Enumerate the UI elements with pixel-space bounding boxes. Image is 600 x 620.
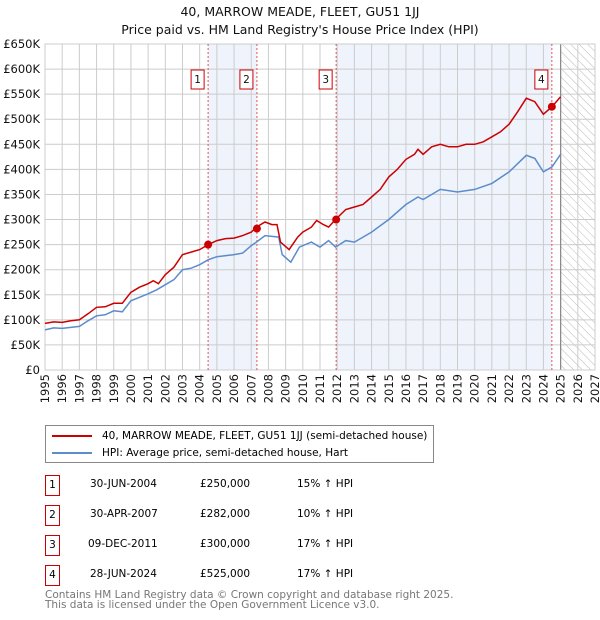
legend-item-property: 40, MARROW MEADE, FLEET, GU51 1JJ (semi-… [52, 430, 427, 442]
x-tick-label: 2010 [296, 374, 310, 403]
x-tick-label: 2005 [210, 374, 224, 403]
transaction-price: £282,000 [200, 508, 251, 520]
x-tick-label: 2021 [485, 374, 499, 403]
legend-swatch-red [52, 435, 92, 437]
legend: 40, MARROW MEADE, FLEET, GU51 1JJ (semi-… [45, 425, 434, 463]
y-tick-label: £100K [3, 313, 40, 327]
sale-point [547, 102, 556, 111]
plot-border [44, 43, 596, 371]
sale-label: 2 [243, 74, 250, 86]
x-tick-label: 2014 [365, 374, 379, 403]
x-tick-label: 2004 [193, 374, 207, 403]
x-tick-label: 2009 [279, 374, 293, 403]
footer-line-1: Contains HM Land Registry data © Crown c… [45, 589, 454, 601]
transaction-row: 3 09-DEC-2011 £300,000 17% ↑ HPI [45, 535, 445, 556]
x-tick-label: 2006 [227, 374, 241, 403]
sale-label-box [239, 69, 254, 90]
transaction-price: £525,000 [200, 568, 251, 580]
transaction-hpi-diff: 17% ↑ HPI [297, 538, 354, 550]
sale-label-box [318, 69, 333, 90]
x-tick-label: 2025 [554, 374, 568, 403]
transaction-date: 28-JUN-2024 [90, 568, 157, 580]
x-tick-label: 2027 [588, 374, 600, 403]
x-tick-label: 2013 [347, 374, 361, 403]
transaction-row: 4 28-JUN-2024 £525,000 17% ↑ HPI [45, 565, 445, 586]
transaction-date: 30-APR-2007 [90, 508, 158, 520]
sale-label-box [190, 69, 205, 90]
sale-label: 3 [322, 74, 329, 86]
y-tick-label: £200K [3, 263, 40, 277]
sale-label-box [534, 69, 549, 90]
x-tick-label: 2017 [416, 374, 430, 403]
x-tick-label: 1999 [107, 374, 121, 403]
y-tick-label: £150K [3, 288, 40, 302]
y-tick-label: £350K [3, 187, 40, 201]
chart-subtitle: Price paid vs. HM Land Registry's House … [121, 22, 479, 37]
y-tick-label: £600K [3, 62, 40, 76]
transaction-date: 09-DEC-2011 [88, 538, 158, 550]
transaction-hpi-diff: 17% ↑ HPI [297, 568, 354, 580]
x-tick-label: 2002 [158, 374, 172, 403]
x-tick-label: 2012 [330, 374, 344, 403]
y-tick-label: £0 [25, 363, 40, 377]
transaction-row: 1 30-JUN-2004 £250,000 15% ↑ HPI [45, 475, 445, 496]
transaction-date: 30-JUN-2004 [90, 478, 157, 490]
y-tick-label: £650K [3, 37, 40, 51]
shaded-period [208, 44, 257, 370]
chart-title: 40, MARROW MEADE, FLEET, GU51 1JJ [180, 4, 420, 19]
sale-label: 4 [538, 74, 545, 86]
transaction-number-badge: 2 [45, 505, 60, 526]
sale-point [332, 215, 341, 224]
legend-label: HPI: Average price, semi-detached house,… [102, 447, 348, 459]
series-line [44, 153, 562, 331]
transaction-number-badge: 4 [45, 565, 60, 586]
sale-label: 1 [194, 74, 201, 86]
shaded-period [336, 44, 552, 370]
x-tick-label: 2016 [399, 374, 413, 403]
x-tick-label: 2022 [502, 374, 516, 403]
transaction-hpi-diff: 10% ↑ HPI [297, 508, 354, 520]
transaction-number-badge: 3 [45, 535, 60, 556]
y-tick-label: £400K [3, 162, 40, 176]
y-tick-label: £500K [3, 112, 40, 126]
transaction-hpi-diff: 15% ↑ HPI [297, 478, 354, 490]
footer-line-2: This data is licensed under the Open Gov… [45, 599, 380, 611]
y-tick-label: £300K [3, 213, 40, 227]
x-tick-label: 1997 [72, 374, 86, 403]
x-tick-label: 2026 [571, 374, 585, 403]
sale-point [204, 240, 213, 249]
x-tick-label: 2001 [141, 374, 155, 403]
x-tick-label: 2023 [519, 374, 533, 403]
price-chart: 1995 1996 1997 1998 1999 2000 2001 2002 2003 2004… [3, 37, 600, 403]
x-tick-label: 2020 [468, 374, 482, 403]
x-tick-label: 2000 [124, 374, 138, 403]
x-tick-label: 1995 [38, 374, 52, 403]
sale-point [252, 224, 261, 233]
series-line [44, 96, 562, 325]
legend-label: 40, MARROW MEADE, FLEET, GU51 1JJ (semi-… [102, 430, 428, 442]
transaction-row: 2 30-APR-2007 £282,000 10% ↑ HPI [45, 505, 445, 526]
x-tick-label: 2015 [382, 374, 396, 403]
x-tick-label: 2007 [244, 374, 258, 403]
x-tick-label: 2011 [313, 374, 327, 403]
x-tick-label: 2003 [176, 374, 190, 403]
y-tick-label: £450K [3, 137, 40, 151]
transaction-price: £250,000 [200, 478, 251, 490]
transaction-price: £300,000 [200, 538, 251, 550]
footer: Contains HM Land Registry data © Crown c… [45, 589, 454, 611]
legend-item-hpi: HPI: Average price, semi-detached house,… [52, 447, 348, 459]
y-tick-label: £550K [3, 87, 40, 101]
x-tick-label: 2018 [433, 374, 447, 403]
x-tick-label: 1996 [55, 374, 69, 403]
y-tick-label: £250K [3, 238, 40, 252]
y-tick-label: £50K [11, 338, 41, 352]
legend-swatch-blue [52, 452, 92, 454]
x-tick-label: 2008 [261, 374, 275, 403]
x-tick-label: 2019 [451, 374, 465, 403]
transaction-number-badge: 1 [45, 475, 60, 496]
x-tick-label: 1998 [90, 374, 104, 403]
x-tick-label: 2024 [536, 374, 550, 403]
